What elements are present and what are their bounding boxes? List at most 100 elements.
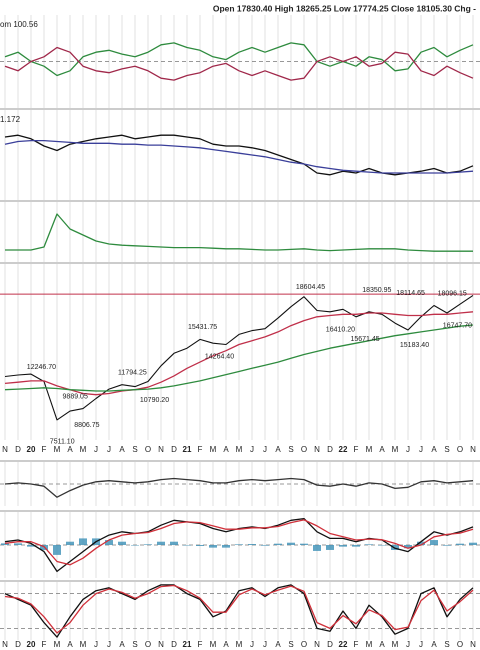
series-line [4, 584, 474, 638]
histogram-bar [287, 542, 295, 545]
histogram-bar [183, 545, 191, 546]
histogram-bar [469, 542, 477, 545]
x-tick-label: O [145, 445, 151, 454]
price-annotation: 12246.70 [27, 364, 56, 371]
histogram-bar [14, 543, 22, 545]
x-tick-label: A [223, 640, 229, 649]
price-annotation: 18096.15 [438, 290, 467, 297]
price-annotation: 18604.45 [296, 284, 325, 291]
histogram-bar [222, 545, 230, 548]
x-tick-label: N [314, 445, 320, 454]
x-tick-label: M [392, 445, 399, 454]
histogram-bar [352, 545, 360, 547]
x-tick-label: N [2, 445, 8, 454]
series-line [4, 134, 474, 176]
x-tick-label: J [263, 640, 267, 649]
x-tick-label: M [236, 445, 243, 454]
x-tick-label: J [406, 445, 410, 454]
x-tick-label: F [42, 640, 47, 649]
x-tick-label: M [366, 640, 373, 649]
histogram-bar [1, 543, 9, 545]
x-tick-label: D [327, 640, 333, 649]
histogram-bar [66, 541, 74, 545]
histogram-bar [274, 543, 282, 545]
x-tick-label: S [288, 640, 293, 649]
x-tick-label: A [223, 445, 229, 454]
histogram-bar [170, 541, 178, 545]
x-tick-label: D [15, 445, 21, 454]
histogram-bar [27, 545, 35, 547]
series-line [4, 517, 474, 573]
series-line [4, 324, 474, 392]
x-tick-label: J [263, 445, 267, 454]
x-tick-label: D [327, 445, 333, 454]
histogram-bar [209, 545, 217, 548]
histogram-bar [404, 545, 412, 549]
x-tick-label: 21 [183, 445, 192, 454]
price-annotation: 15183.40 [400, 342, 429, 349]
histogram-bar [443, 545, 451, 546]
x-tick-label: S [288, 445, 293, 454]
x-tick-label: O [145, 640, 151, 649]
histogram-bar [339, 545, 347, 547]
x-tick-label: M [80, 640, 87, 649]
x-tick-label: 22 [339, 640, 348, 649]
histogram-bar [456, 543, 464, 545]
x-tick-label: D [171, 445, 177, 454]
histogram-bar [157, 541, 165, 545]
x-tick-label: 21 [183, 640, 192, 649]
x-tick-label: F [42, 445, 47, 454]
price-annotation: 11794.25 [118, 370, 147, 377]
x-tick-label: J [419, 445, 423, 454]
x-tick-label: A [275, 640, 281, 649]
panel-label: om 100.56 [0, 20, 38, 29]
histogram-bar [261, 545, 269, 546]
x-tick-label: F [198, 640, 203, 649]
panel-label: 1.172 [0, 115, 21, 124]
histogram-bar [378, 545, 386, 546]
histogram-bar [144, 544, 152, 545]
histogram-bar [417, 541, 425, 545]
x-tick-label: J [94, 445, 98, 454]
histogram-bar [235, 544, 243, 545]
price-annotation: 9889.05 [63, 394, 88, 401]
x-tick-label: J [419, 640, 423, 649]
histogram-bar [79, 538, 87, 545]
x-tick-label: J [94, 640, 98, 649]
series-line [4, 42, 474, 77]
x-tick-label: O [301, 445, 307, 454]
price-annotation: 15671.45 [350, 336, 379, 343]
x-tick-label: N [470, 445, 476, 454]
x-tick-label: M [54, 640, 61, 649]
price-annotation: 7511.10 [50, 438, 75, 445]
x-tick-label: D [171, 640, 177, 649]
x-tick-label: J [406, 640, 410, 649]
x-tick-label: N [314, 640, 320, 649]
histogram-bar [326, 545, 334, 550]
x-tick-label: M [392, 640, 399, 649]
histogram-bar [53, 545, 61, 555]
x-tick-label: A [119, 445, 125, 454]
x-tick-label: M [80, 445, 87, 454]
histogram-bar [365, 544, 373, 545]
series-line [4, 519, 474, 566]
x-tick-label: A [431, 445, 437, 454]
x-tick-label: A [379, 445, 385, 454]
price-annotation: 18350.95 [362, 287, 391, 294]
x-tick-label: M [54, 445, 61, 454]
series-line [4, 477, 474, 498]
price-annotation: 16747.70 [443, 322, 472, 329]
x-tick-label: O [457, 445, 463, 454]
x-tick-label: M [210, 640, 217, 649]
x-tick-label: S [132, 640, 137, 649]
x-tick-label: A [431, 640, 437, 649]
x-tick-label: O [457, 640, 463, 649]
histogram-bar [131, 545, 139, 546]
histogram-bar [300, 543, 308, 545]
x-tick-label: D [15, 640, 21, 649]
histogram-bar [313, 545, 321, 551]
x-tick-label: N [158, 640, 164, 649]
series-line [4, 584, 474, 634]
x-tick-label: F [354, 640, 359, 649]
x-tick-label: A [275, 445, 281, 454]
